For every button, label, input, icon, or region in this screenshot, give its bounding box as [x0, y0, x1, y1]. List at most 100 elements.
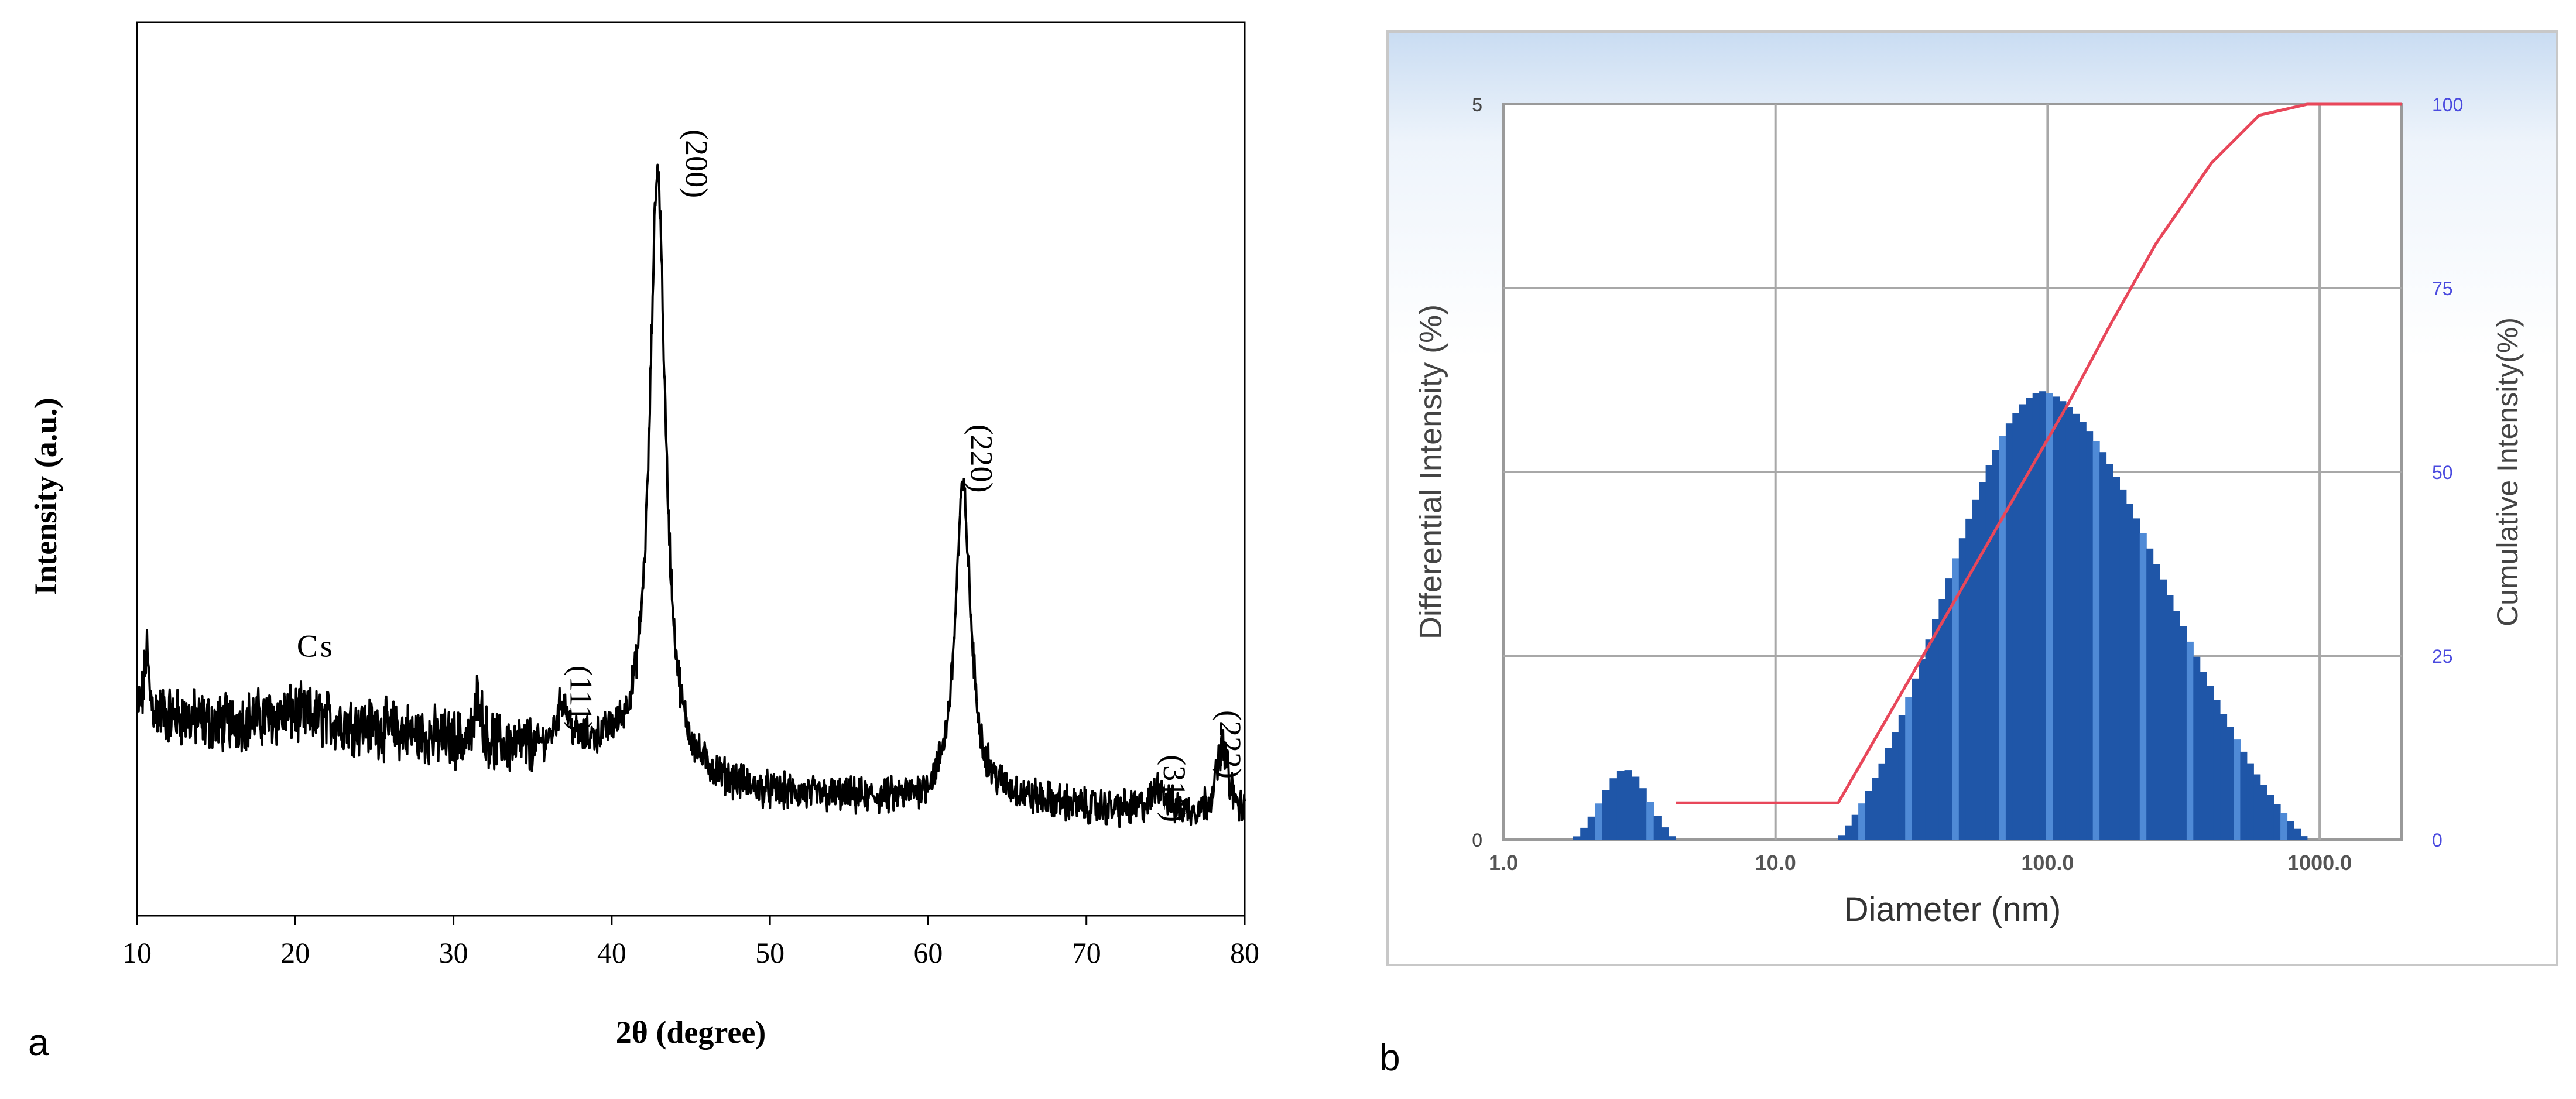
differential-bar: [1979, 482, 1986, 840]
cumulative-intensity-line: [1676, 102, 2402, 804]
differential-bar: [1892, 732, 1899, 840]
differential-bar: [2173, 611, 2180, 840]
differential-bar: [2213, 700, 2221, 840]
peak-label: (311): [1157, 755, 1192, 822]
differential-bar: [1653, 816, 1662, 840]
differential-bar: [2126, 504, 2133, 840]
y-axis-label-right: Cumulative Intensity(%): [2491, 317, 2524, 626]
xrd-chart: 10 20 30 40 50 60 70 80 Cs (111) (200) (220) (311) (…: [28, 21, 1259, 1063]
differential-bar: [1885, 748, 1892, 840]
differential-bar: [2092, 441, 2100, 840]
differential-bar: [1595, 803, 1603, 840]
x-tick-label: 20: [280, 936, 310, 969]
differential-bar: [2234, 739, 2241, 840]
x-axis-label: Diameter (nm): [1844, 891, 2061, 929]
differential-bar: [2113, 477, 2120, 840]
x-tick-label: 40: [597, 936, 626, 969]
differential-bar: [1912, 678, 1919, 840]
differential-bar: [1992, 450, 1999, 840]
panel-label-a: a: [28, 1021, 49, 1063]
x-tick-label: 100.0: [2021, 851, 2074, 875]
differential-bar: [2294, 828, 2301, 840]
differential-bar: [2106, 464, 2113, 840]
differential-bar: [2026, 398, 2033, 840]
differential-bar: [2240, 751, 2248, 840]
differential-bar: [1865, 791, 1872, 840]
differential-bar: [1845, 825, 1852, 840]
x-tick-label: 70: [1072, 936, 1101, 969]
peak-label: Cs: [297, 628, 335, 663]
differential-bar: [1905, 697, 1913, 840]
differential-bar: [2267, 795, 2274, 840]
differential-bar: [2032, 393, 2040, 840]
x-tick-label: 50: [755, 936, 785, 969]
y-axis-label-left: Differential Intensity (%): [1413, 304, 1448, 639]
y-tick-label-right: 100: [2432, 94, 2463, 115]
differential-bar: [1858, 803, 1866, 840]
differential-bar: [2005, 423, 2013, 840]
differential-bar: [1925, 639, 1933, 840]
differential-bar: [2146, 548, 2154, 840]
differential-bar: [2019, 404, 2026, 840]
differential-bar: [2193, 656, 2201, 840]
differential-bar: [2153, 564, 2160, 840]
differential-bar: [1952, 558, 1960, 840]
differential-bar: [2099, 452, 2107, 840]
x-tick-label: 30: [439, 936, 468, 969]
x-tick-label: 1.0: [1489, 851, 1518, 875]
differential-bar: [1985, 465, 1993, 840]
peak-label: (220): [964, 424, 999, 493]
differential-bar: [2012, 413, 2020, 840]
differential-bar: [1646, 802, 1654, 840]
differential-bar: [2180, 626, 2187, 840]
y-tick-label-left: 5: [1472, 94, 1482, 115]
differential-bar: [1632, 776, 1640, 840]
differential-bar: [1587, 816, 1595, 840]
peak-label: (200): [679, 129, 714, 198]
differential-bar: [2073, 413, 2080, 840]
y-tick-label-right: 0: [2432, 830, 2443, 851]
differential-bar: [2220, 714, 2228, 840]
y-tick-label-right: 50: [2432, 462, 2453, 483]
differential-bar: [2287, 821, 2294, 840]
y-tick-label-right: 75: [2432, 278, 2453, 299]
differential-bar: [2280, 813, 2288, 840]
differential-bar: [2166, 595, 2174, 840]
differential-bar: [2207, 686, 2214, 840]
differential-bar: [2079, 422, 2087, 840]
differential-bar: [2053, 396, 2060, 840]
differential-bar: [1851, 814, 1859, 840]
differential-bar: [1580, 827, 1588, 840]
x-tick-label: 60: [913, 936, 943, 969]
differential-bar: [2253, 774, 2261, 840]
differential-bar: [1972, 499, 1979, 840]
differential-bar: [1661, 827, 1669, 840]
differential-bar: [1668, 836, 1676, 840]
differential-bar: [2059, 401, 2067, 840]
panel-label-b: b: [1379, 1036, 1400, 1079]
differential-bar: [2273, 804, 2281, 840]
differential-bar: [1602, 790, 1610, 840]
differential-bar: [1872, 778, 1879, 840]
differential-bar: [1965, 518, 1973, 840]
differential-bar: [2046, 393, 2053, 840]
differential-bar: [2186, 641, 2194, 840]
x-tick-label: 80: [1230, 936, 1259, 969]
differential-bar: [1878, 763, 1886, 840]
differential-bar: [1573, 836, 1581, 840]
differential-bar: [2260, 785, 2267, 840]
y-tick-label-right: 25: [2432, 646, 2453, 667]
differential-bar: [2300, 836, 2308, 840]
differential-bar: [1609, 778, 1618, 840]
x-tick-label: 10: [122, 936, 152, 969]
differential-bar: [1616, 771, 1625, 840]
xrd-pattern-line: [136, 163, 1246, 828]
differential-bar: [2133, 518, 2140, 840]
differential-bar: [2086, 431, 2094, 840]
differential-bar: [2200, 672, 2207, 840]
differential-bar: [1919, 659, 1926, 840]
differential-bar: [1624, 770, 1632, 840]
differential-bar: [2246, 763, 2254, 840]
differential-bar: [1958, 538, 1966, 840]
